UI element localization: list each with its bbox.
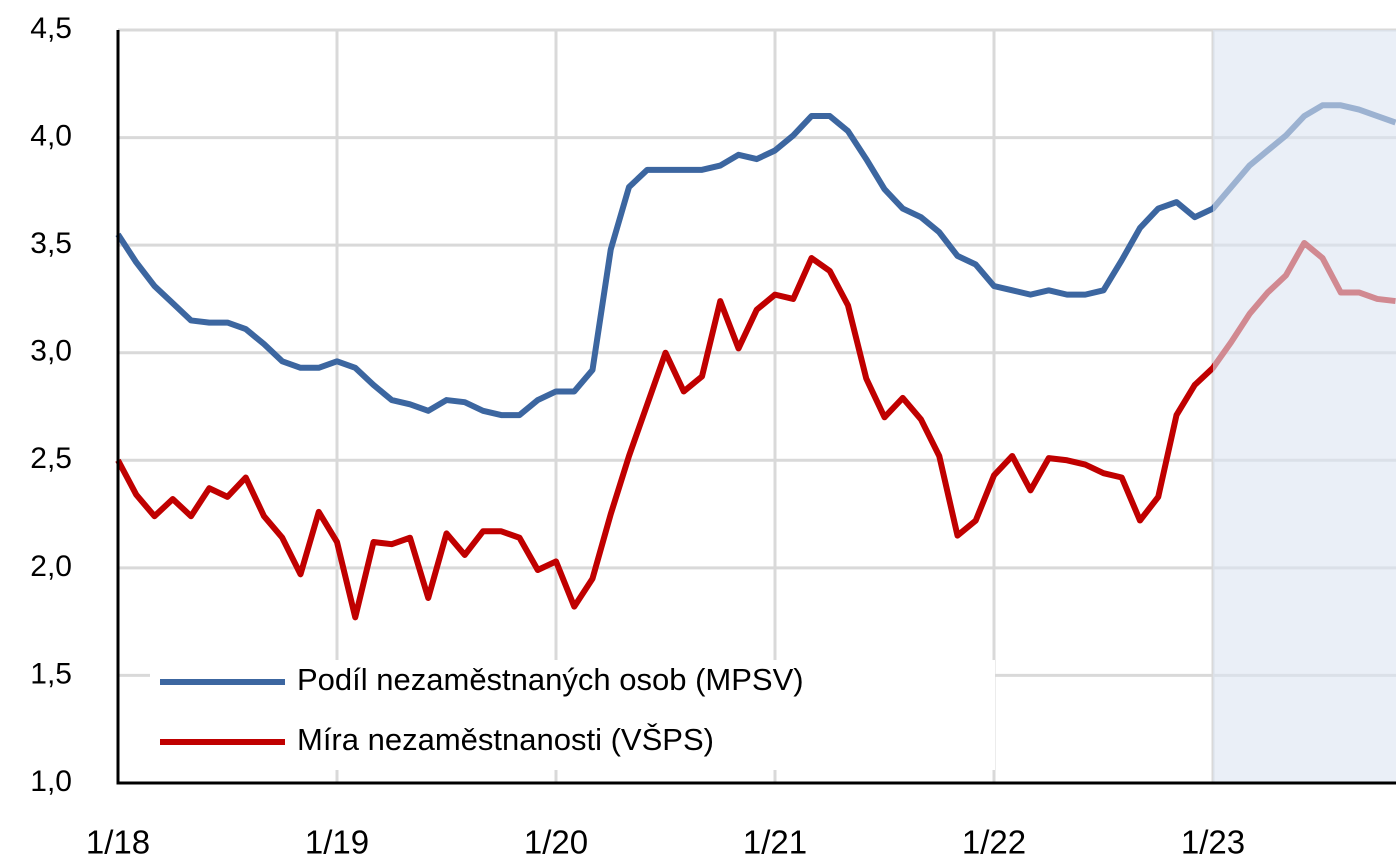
forecast-shade	[1213, 30, 1396, 783]
legend-label: Míra nezaměstnanosti (VŠPS)	[297, 722, 714, 757]
data-line	[115, 239, 1396, 621]
y-tick-label: 4,5	[30, 12, 72, 45]
x-tick-label: 1/20	[524, 824, 588, 861]
y-tick-label: 1,0	[30, 765, 72, 798]
y-tick-label: 4,0	[30, 119, 72, 152]
data-line	[115, 102, 1396, 419]
x-tick-label: 1/19	[305, 824, 369, 861]
x-tick-label: 1/21	[743, 824, 807, 861]
x-tick-label: 1/23	[1181, 824, 1245, 861]
legend-box	[150, 660, 995, 770]
y-tick-label: 1,5	[30, 657, 72, 690]
y-tick-label: 3,0	[30, 335, 72, 368]
x-tick-label: 1/18	[86, 824, 150, 861]
legend: Podíl nezaměstnaných osob (MPSV) Míra nez…	[150, 660, 995, 770]
y-tick-label: 2,0	[30, 550, 72, 583]
x-tick-label: 1/22	[962, 824, 1026, 861]
y-tick-label: 2,5	[30, 442, 72, 475]
y-tick-label: 3,5	[30, 227, 72, 260]
legend-label: Podíl nezaměstnaných osob (MPSV)	[297, 662, 804, 697]
